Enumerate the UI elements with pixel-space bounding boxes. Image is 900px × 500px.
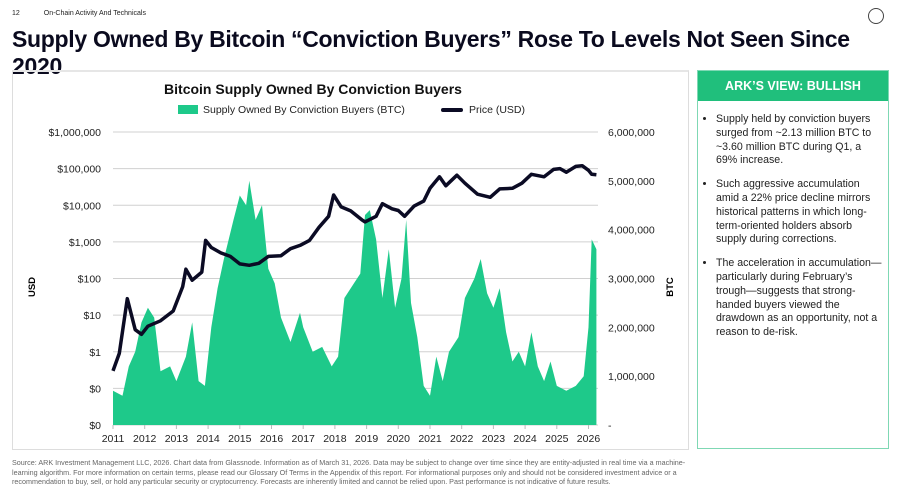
legend-supply-label: Supply Owned By Conviction Buyers (BTC) (203, 104, 405, 116)
x-tick-label: 2017 (292, 433, 316, 445)
right-axis-label: BTC (665, 277, 676, 297)
left-tick-label: $0 (89, 383, 101, 395)
x-tick-label: 2022 (450, 433, 474, 445)
legend-price-swatch (441, 108, 463, 112)
x-tick-label: 2026 (577, 433, 601, 445)
chart: Bitcoin Supply Owned By Conviction Buyer… (27, 81, 676, 445)
x-tick-label: 2019 (355, 433, 379, 445)
x-tick-label: 2012 (133, 433, 157, 445)
ark-logo-icon (868, 8, 884, 24)
x-tick-label: 2024 (513, 433, 537, 445)
x-tick-label: 2011 (102, 433, 125, 445)
bullet: Supply held by conviction buyers surged … (716, 113, 882, 168)
right-tick-label: - (608, 420, 612, 432)
x-tick-label: 2020 (387, 433, 411, 445)
right-tick-label: 1,000,000 (608, 371, 655, 383)
view-header: ARK’S VIEW: BULLISH (698, 71, 888, 101)
left-tick-label: $0 (89, 420, 101, 432)
page-title: Supply Owned By Bitcoin “Conviction Buye… (12, 26, 850, 79)
left-axis-label: USD (27, 277, 38, 297)
bullet: Such aggressive accumulation amid a 22% … (716, 178, 882, 247)
x-tick-label: 2025 (545, 433, 569, 445)
arks-view-panel: ARK’S VIEW: BULLISH Supply held by convi… (697, 70, 889, 449)
x-tick-label: 2021 (418, 433, 442, 445)
left-tick-label: $100,000 (57, 164, 101, 176)
page-header: 12 On-Chain Activity And Technicals (12, 10, 168, 17)
right-tick-label: 2,000,000 (608, 322, 655, 334)
left-tick-label: $1 (89, 347, 101, 359)
left-tick-label: $10 (83, 310, 101, 322)
price-line (111, 163, 597, 372)
chart-panel: Bitcoin Supply Owned By Conviction Buyer… (12, 70, 689, 450)
section-name: On-Chain Activity And Technicals (43, 10, 146, 17)
source-footnote: Source: ARK Investment Management LLC, 2… (12, 458, 686, 487)
x-tick-label: 2016 (260, 433, 284, 445)
x-tick-label: 2014 (196, 433, 220, 445)
x-tick-label: 2015 (228, 433, 252, 445)
right-tick-label: 6,000,000 (608, 127, 655, 139)
right-tick-label: 4,000,000 (608, 225, 655, 237)
page-number: 12 (12, 10, 20, 17)
left-tick-label: $1,000 (69, 237, 101, 249)
x-tick-label: 2013 (165, 433, 189, 445)
view-bullets: Supply held by conviction buyers surged … (698, 113, 888, 340)
right-tick-label: 3,000,000 (608, 274, 655, 286)
chart-title: Bitcoin Supply Owned By Conviction Buyer… (164, 81, 462, 97)
legend-price-label: Price (USD) (469, 104, 525, 116)
supply-area (113, 180, 597, 425)
x-tick-label: 2023 (482, 433, 506, 445)
left-tick-label: $10,000 (63, 200, 101, 212)
right-tick-label: 5,000,000 (608, 176, 655, 188)
x-tick-label: 2018 (323, 433, 347, 445)
legend-supply-swatch (178, 105, 198, 114)
left-tick-label: $100 (78, 274, 102, 286)
left-tick-label: $1,000,000 (48, 127, 101, 139)
bullet: The acceleration in accumulation—particu… (716, 257, 882, 340)
